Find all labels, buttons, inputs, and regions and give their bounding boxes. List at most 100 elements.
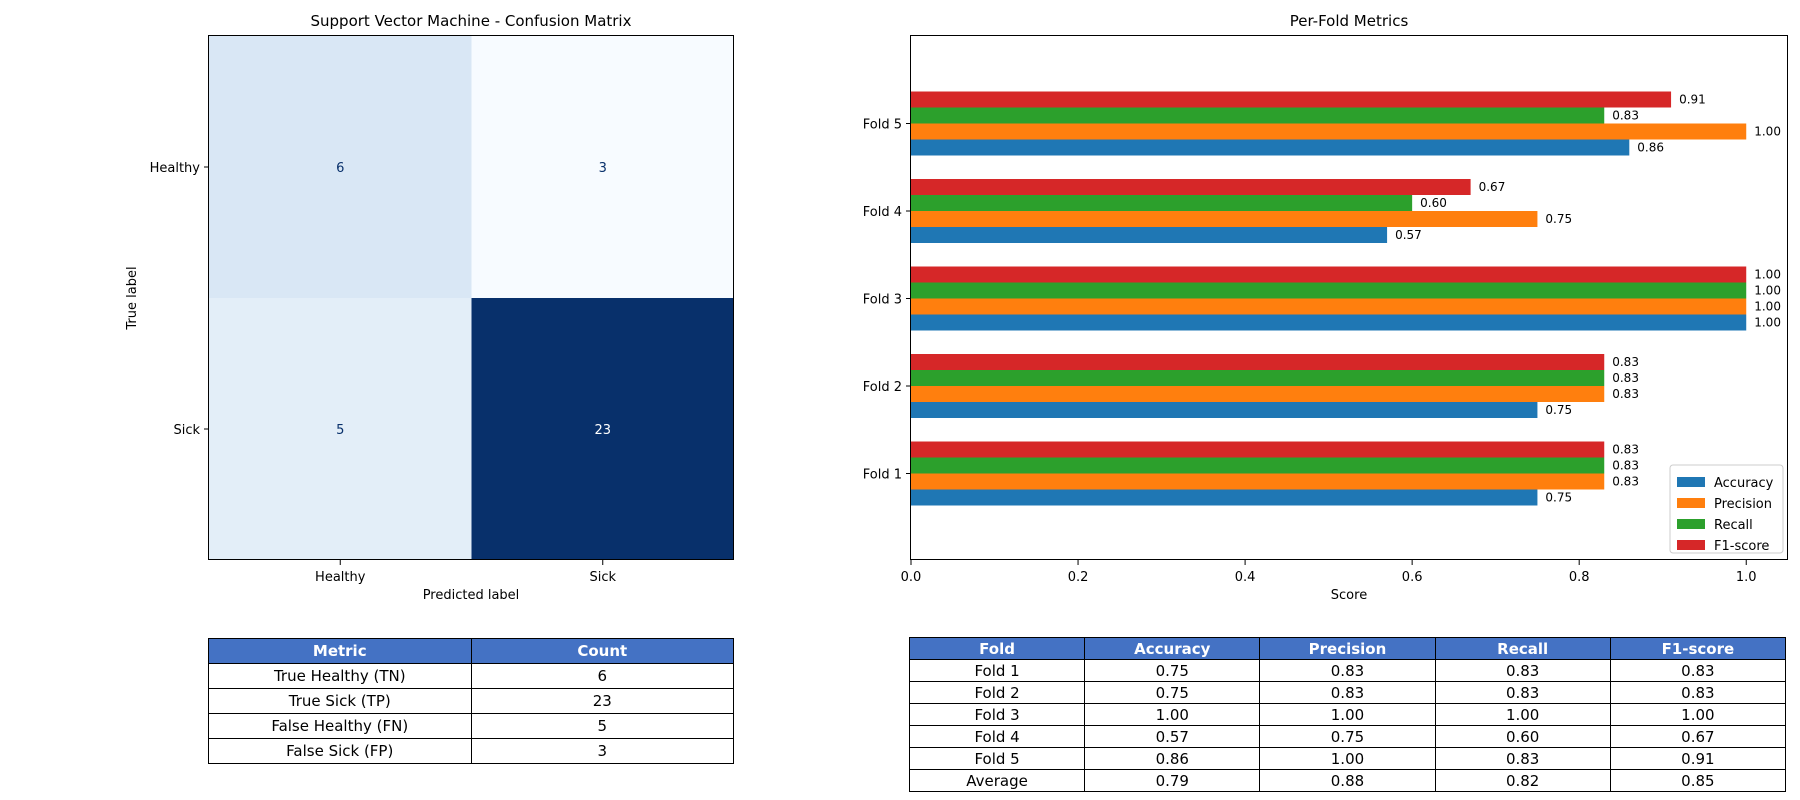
- table-cell: 3: [470, 738, 734, 764]
- table-header-cell: Precision: [1259, 637, 1436, 660]
- confusion-matrix: Support Vector Machine - Confusion Matri…: [125, 12, 734, 603]
- bar: [911, 386, 1605, 402]
- confusion-matrix-value: 6: [336, 161, 344, 176]
- table-cell: 5: [470, 713, 734, 739]
- per-fold-table: Fold Accuracy Precision Recall F1-score …: [908, 637, 1787, 792]
- table-header-cell: Fold: [908, 637, 1086, 660]
- bar-value-label: 0.83: [1612, 475, 1639, 489]
- table-row: True Sick (TP) 23: [208, 688, 734, 714]
- table-cell: False Sick (FP): [208, 738, 472, 764]
- table-cell: 0.75: [1084, 659, 1261, 682]
- bar-value-label: 0.86: [1637, 141, 1664, 155]
- x-tick-label: 0.4: [1235, 570, 1256, 585]
- bar: [911, 211, 1538, 227]
- table-row: False Healthy (FN) 5: [208, 713, 734, 739]
- bar-value-label: 0.67: [1479, 180, 1506, 194]
- y-tick-label: Fold 2: [863, 380, 902, 395]
- table-cell: 0.83: [1609, 659, 1787, 682]
- table-cell: Fold 1: [908, 659, 1086, 682]
- table-cell: True Sick (TP): [208, 688, 472, 714]
- bar-value-label: 0.83: [1612, 459, 1639, 473]
- confusion-matrix-value: 23: [594, 423, 611, 438]
- bar-value-label: 0.57: [1395, 228, 1422, 242]
- bar: [911, 441, 1605, 458]
- bar-value-label: 0.83: [1612, 443, 1639, 457]
- confusion-matrix-value: 3: [599, 161, 607, 176]
- table-row: Average 0.79 0.88 0.82 0.85: [908, 769, 1787, 792]
- legend-swatch: [1677, 519, 1705, 529]
- table-cell: 0.83: [1609, 681, 1787, 704]
- x-tick-label: 0.6: [1402, 570, 1423, 585]
- confusion-matrix-frame: [208, 35, 734, 560]
- table-cell: 23: [470, 688, 734, 714]
- bar-value-label: 0.83: [1612, 371, 1639, 385]
- x-tick-label: Sick: [589, 570, 616, 585]
- y-tick-label: Fold 3: [863, 293, 902, 308]
- bar-value-label: 0.75: [1545, 403, 1572, 417]
- y-tick-label: Healthy: [150, 161, 201, 176]
- table-cell: 0.83: [1259, 659, 1436, 682]
- table-cell: 0.75: [1259, 725, 1436, 748]
- bar: [911, 227, 1388, 243]
- bar: [911, 195, 1413, 211]
- table-row: False Sick (FP) 3: [208, 738, 734, 764]
- confusion-matrix-cell: [471, 298, 734, 560]
- bar-value-label: 0.91: [1679, 93, 1706, 107]
- legend-label: Recall: [1714, 518, 1753, 533]
- y-tick-label: Fold 1: [863, 468, 902, 483]
- table-cell: Fold 2: [908, 681, 1086, 704]
- bar-value-label: 0.60: [1420, 196, 1447, 210]
- table-cell: 0.57: [1084, 725, 1261, 748]
- legend-label: Accuracy: [1714, 476, 1774, 491]
- y-tick-label: Sick: [173, 423, 200, 438]
- table-header-row: Fold Accuracy Precision Recall F1-score: [908, 637, 1787, 660]
- y-tick-label: Fold 5: [863, 118, 902, 133]
- bar-value-label: 1.00: [1754, 125, 1781, 139]
- table-cell: 0.83: [1434, 681, 1611, 704]
- table-cell: 6: [470, 663, 734, 689]
- bar-value-label: 1.00: [1754, 300, 1781, 314]
- table-cell: Fold 5: [908, 747, 1086, 770]
- bar: [911, 354, 1605, 370]
- table-cell: 0.79: [1084, 769, 1261, 792]
- table-cell: 0.86: [1084, 747, 1261, 770]
- table-cell: 0.67: [1609, 725, 1787, 748]
- table-cell: Fold 3: [908, 703, 1086, 726]
- bar-chart-legend: Accuracy Precision Recall F1-score: [1669, 464, 1784, 554]
- bar: [911, 107, 1605, 124]
- confusion-matrix-ylabel: True label: [125, 266, 140, 330]
- legend-swatch: [1677, 477, 1705, 487]
- table-cell: 0.88: [1259, 769, 1436, 792]
- confusion-summary-table: Metric Count True Healthy (TN) 6 True Si…: [208, 638, 734, 764]
- bar-chart-frame: [910, 35, 1788, 560]
- table-row: Fold 1 0.75 0.83 0.83 0.83: [908, 659, 1787, 682]
- bar: [911, 457, 1605, 474]
- bar: [911, 179, 1471, 195]
- table-cell: 0.60: [1434, 725, 1611, 748]
- table-cell: 0.83: [1434, 747, 1611, 770]
- table-cell: 0.85: [1609, 769, 1787, 792]
- table-row: Fold 4 0.57 0.75 0.60 0.67: [908, 725, 1787, 748]
- bar-value-label: 0.83: [1612, 355, 1639, 369]
- bar: [911, 123, 1747, 140]
- bar-value-label: 0.75: [1545, 491, 1572, 505]
- bar-value-label: 1.00: [1754, 284, 1781, 298]
- confusion-matrix-xlabel: Predicted label: [423, 588, 520, 603]
- table-header-cell: Accuracy: [1084, 637, 1261, 660]
- table-row: Fold 5 0.86 1.00 0.83 0.91: [908, 747, 1787, 770]
- bar: [911, 266, 1747, 283]
- bar: [911, 370, 1605, 386]
- bar: [911, 489, 1538, 506]
- table-cell: 0.82: [1434, 769, 1611, 792]
- table-cell: False Healthy (FN): [208, 713, 472, 739]
- table-cell: 1.00: [1259, 747, 1436, 770]
- confusion-matrix-value: 5: [336, 423, 344, 438]
- y-tick-label: Fold 4: [863, 205, 902, 220]
- x-tick-label: Healthy: [315, 570, 366, 585]
- x-tick-label: 0.0: [901, 570, 922, 585]
- x-tick-label: 0.2: [1068, 570, 1089, 585]
- legend-swatch: [1677, 540, 1705, 550]
- table-header-cell: Count: [470, 638, 734, 664]
- table-header-cell: F1-score: [1609, 637, 1787, 660]
- table-cell: Average: [908, 769, 1086, 792]
